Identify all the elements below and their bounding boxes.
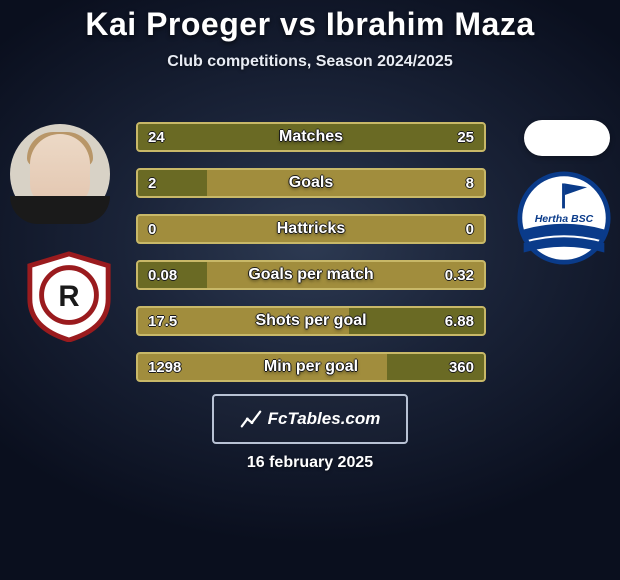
title-vs: vs <box>280 6 317 42</box>
badge-ring <box>42 268 97 323</box>
stat-row-goals: 2 Goals 8 <box>136 168 486 198</box>
subtitle: Club competitions, Season 2024/2025 <box>0 53 620 71</box>
club-right-badge: Hertha BSC <box>516 170 612 266</box>
content-root: Kai Proeger vs Ibrahim Maza Club competi… <box>0 0 620 580</box>
stat-value-right: 0 <box>456 216 484 242</box>
flag-pole <box>562 183 565 208</box>
brand-text: FcTables.com <box>268 409 381 429</box>
stat-row-min-per-goal: 1298 Min per goal 360 <box>136 352 486 382</box>
shield-icon <box>30 254 108 340</box>
avatar-face <box>30 134 90 206</box>
stat-value-right: 360 <box>439 354 484 380</box>
stat-row-hattricks: 0 Hattricks 0 <box>136 214 486 244</box>
stat-value-left: 2 <box>138 170 166 196</box>
brand-badge-link[interactable]: FcTables.com <box>212 394 408 444</box>
stat-value-left: 0 <box>138 216 166 242</box>
badge-stripe-2 <box>524 237 605 252</box>
stat-value-right: 8 <box>456 170 484 196</box>
stat-value-left: 0.08 <box>138 262 187 288</box>
badge-circle <box>520 174 608 262</box>
title-player-left: Kai Proeger <box>85 6 270 42</box>
page-title: Kai Proeger vs Ibrahim Maza <box>0 6 620 43</box>
badge-text: Hertha BSC <box>535 213 594 225</box>
player-left-avatar <box>10 124 110 224</box>
stat-value-right: 0.32 <box>435 262 484 288</box>
stat-row-matches: 24 Matches 25 <box>136 122 486 152</box>
stat-value-left: 24 <box>138 124 175 150</box>
footer-date: 16 february 2025 <box>0 454 620 472</box>
stat-row-shots-per-goal: 17.5 Shots per goal 6.88 <box>136 306 486 336</box>
stat-value-right: 6.88 <box>435 308 484 334</box>
stat-value-left: 17.5 <box>138 308 187 334</box>
flag-icon <box>565 183 587 195</box>
stat-value-left: 1298 <box>138 354 191 380</box>
chart-icon <box>240 408 262 430</box>
club-left-badge: R <box>20 250 118 342</box>
stats-block: 24 Matches 25 2 Goals 8 0 Hattricks 0 0.… <box>136 122 486 398</box>
stat-row-goals-per-match: 0.08 Goals per match 0.32 <box>136 260 486 290</box>
badge-letter: R <box>58 280 79 313</box>
stat-value-right: 25 <box>447 124 484 150</box>
player-right-placeholder <box>524 120 610 156</box>
badge-stripe-1 <box>524 224 605 241</box>
avatar-hair <box>27 132 93 166</box>
avatar-shirt <box>10 196 110 224</box>
title-player-right: Ibrahim Maza <box>326 6 535 42</box>
stat-label: Hattricks <box>138 216 484 242</box>
